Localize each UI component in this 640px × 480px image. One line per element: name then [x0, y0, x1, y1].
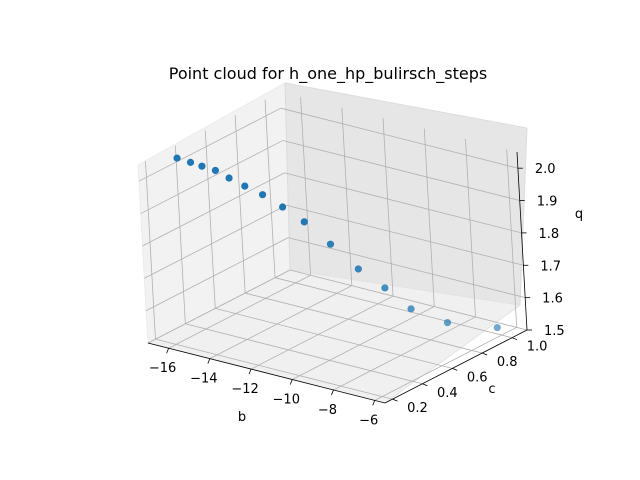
y-tick: [482, 352, 488, 356]
grid-line-z: [142, 172, 285, 247]
x-tick-label: −6: [359, 413, 378, 428]
z-tick-label: 1.5: [544, 324, 565, 339]
grid-line-x: [423, 128, 435, 307]
grid-line-x: [300, 97, 312, 276]
grid-line-x: [292, 306, 435, 380]
x-tick: [166, 348, 169, 354]
y-tick-label: 0.6: [467, 370, 488, 385]
data-point: [173, 154, 181, 162]
grid-line-z: [138, 107, 282, 182]
grid-line-z: [145, 237, 289, 311]
grid-line-z: [147, 269, 291, 344]
grid-line-y: [274, 277, 513, 339]
grid-line-z: [289, 269, 528, 331]
grid-line-z: [140, 140, 283, 214]
y-tick: [511, 337, 518, 341]
x-tick: [331, 389, 334, 396]
data-point: [326, 240, 335, 248]
y-tick: [392, 398, 398, 402]
data-point: [258, 191, 267, 199]
data-points: [173, 154, 501, 332]
y-tick: [452, 368, 458, 371]
grid-line-y: [264, 99, 276, 278]
z-tick-label: 1.9: [537, 195, 558, 210]
data-point: [354, 265, 362, 273]
grid-line-x: [465, 138, 476, 317]
grid-line-x: [374, 327, 517, 401]
data-point: [278, 203, 287, 211]
grid-line-z: [144, 204, 287, 279]
x-tick: [248, 368, 252, 375]
grid-line-z: [280, 107, 519, 169]
x-tick: [207, 358, 211, 364]
data-point: [198, 162, 206, 170]
grid-line-z: [284, 172, 522, 234]
x-tick-label: −16: [149, 361, 176, 376]
grid-line-x: [250, 295, 394, 370]
grid-line-x: [333, 316, 476, 391]
x-axis-line: [147, 342, 386, 404]
grid-line-y: [234, 115, 246, 294]
grid-line-x: [341, 107, 353, 286]
grid-line-y: [145, 161, 156, 340]
y-tick-label: 1.0: [527, 340, 548, 355]
y-tick-label: 0.2: [407, 401, 428, 416]
y-tick: [422, 383, 428, 387]
y-axis-line: [384, 329, 528, 404]
grid-line-y: [215, 308, 453, 369]
grid-line-x: [382, 118, 394, 297]
x-tick: [372, 400, 376, 406]
x-tick-label: −14: [190, 372, 217, 387]
z-tick-label: 1.8: [539, 227, 560, 242]
x-tick: [289, 379, 293, 385]
grid-line-z: [288, 237, 526, 299]
data-point: [186, 158, 195, 166]
chart-title: Point cloud for h_one_hp_bulirsch_steps: [169, 64, 488, 84]
x-axis-label: b: [238, 410, 246, 425]
z-axis-label: q: [575, 207, 583, 222]
grid-line-y: [245, 292, 483, 354]
grid-line-x: [506, 149, 518, 328]
x-tick-label: −12: [231, 382, 258, 397]
grid-line-x: [209, 285, 353, 360]
y-tick-label: 0.4: [437, 386, 458, 401]
axes: [147, 151, 532, 406]
grid-line-x: [168, 274, 311, 349]
tick-labels: −16 −14 −12 −10 −8 −6 0.2 0.4 0.6 0.8 1.01.5 1.6 1.7…: [149, 162, 565, 428]
grid-line-y: [174, 145, 186, 324]
y-axis-label: c: [488, 382, 495, 397]
grid-line-z: [282, 140, 520, 201]
data-point: [241, 182, 249, 190]
data-point: [211, 166, 220, 175]
grid-lines: [138, 97, 528, 401]
z-axis-line: [516, 151, 528, 331]
data-point: [225, 174, 233, 182]
data-point: [407, 305, 415, 313]
data-point: [381, 284, 389, 292]
x-tick-label: −8: [318, 403, 337, 418]
grid-line-z: [286, 204, 524, 266]
x-tick-label: −10: [273, 393, 300, 408]
data-point: [300, 218, 308, 226]
grid-line-y: [155, 338, 393, 400]
z-tick-label: 2.0: [535, 162, 556, 177]
z-tick-label: 1.6: [542, 292, 563, 307]
z-tick-label: 1.7: [540, 259, 561, 274]
data-point: [443, 318, 452, 327]
data-point: [493, 323, 501, 332]
grid-line-y: [204, 130, 216, 309]
pane-back: [284, 82, 528, 306]
y-tick-label: 0.8: [497, 355, 518, 370]
grid-line-y: [185, 323, 423, 385]
